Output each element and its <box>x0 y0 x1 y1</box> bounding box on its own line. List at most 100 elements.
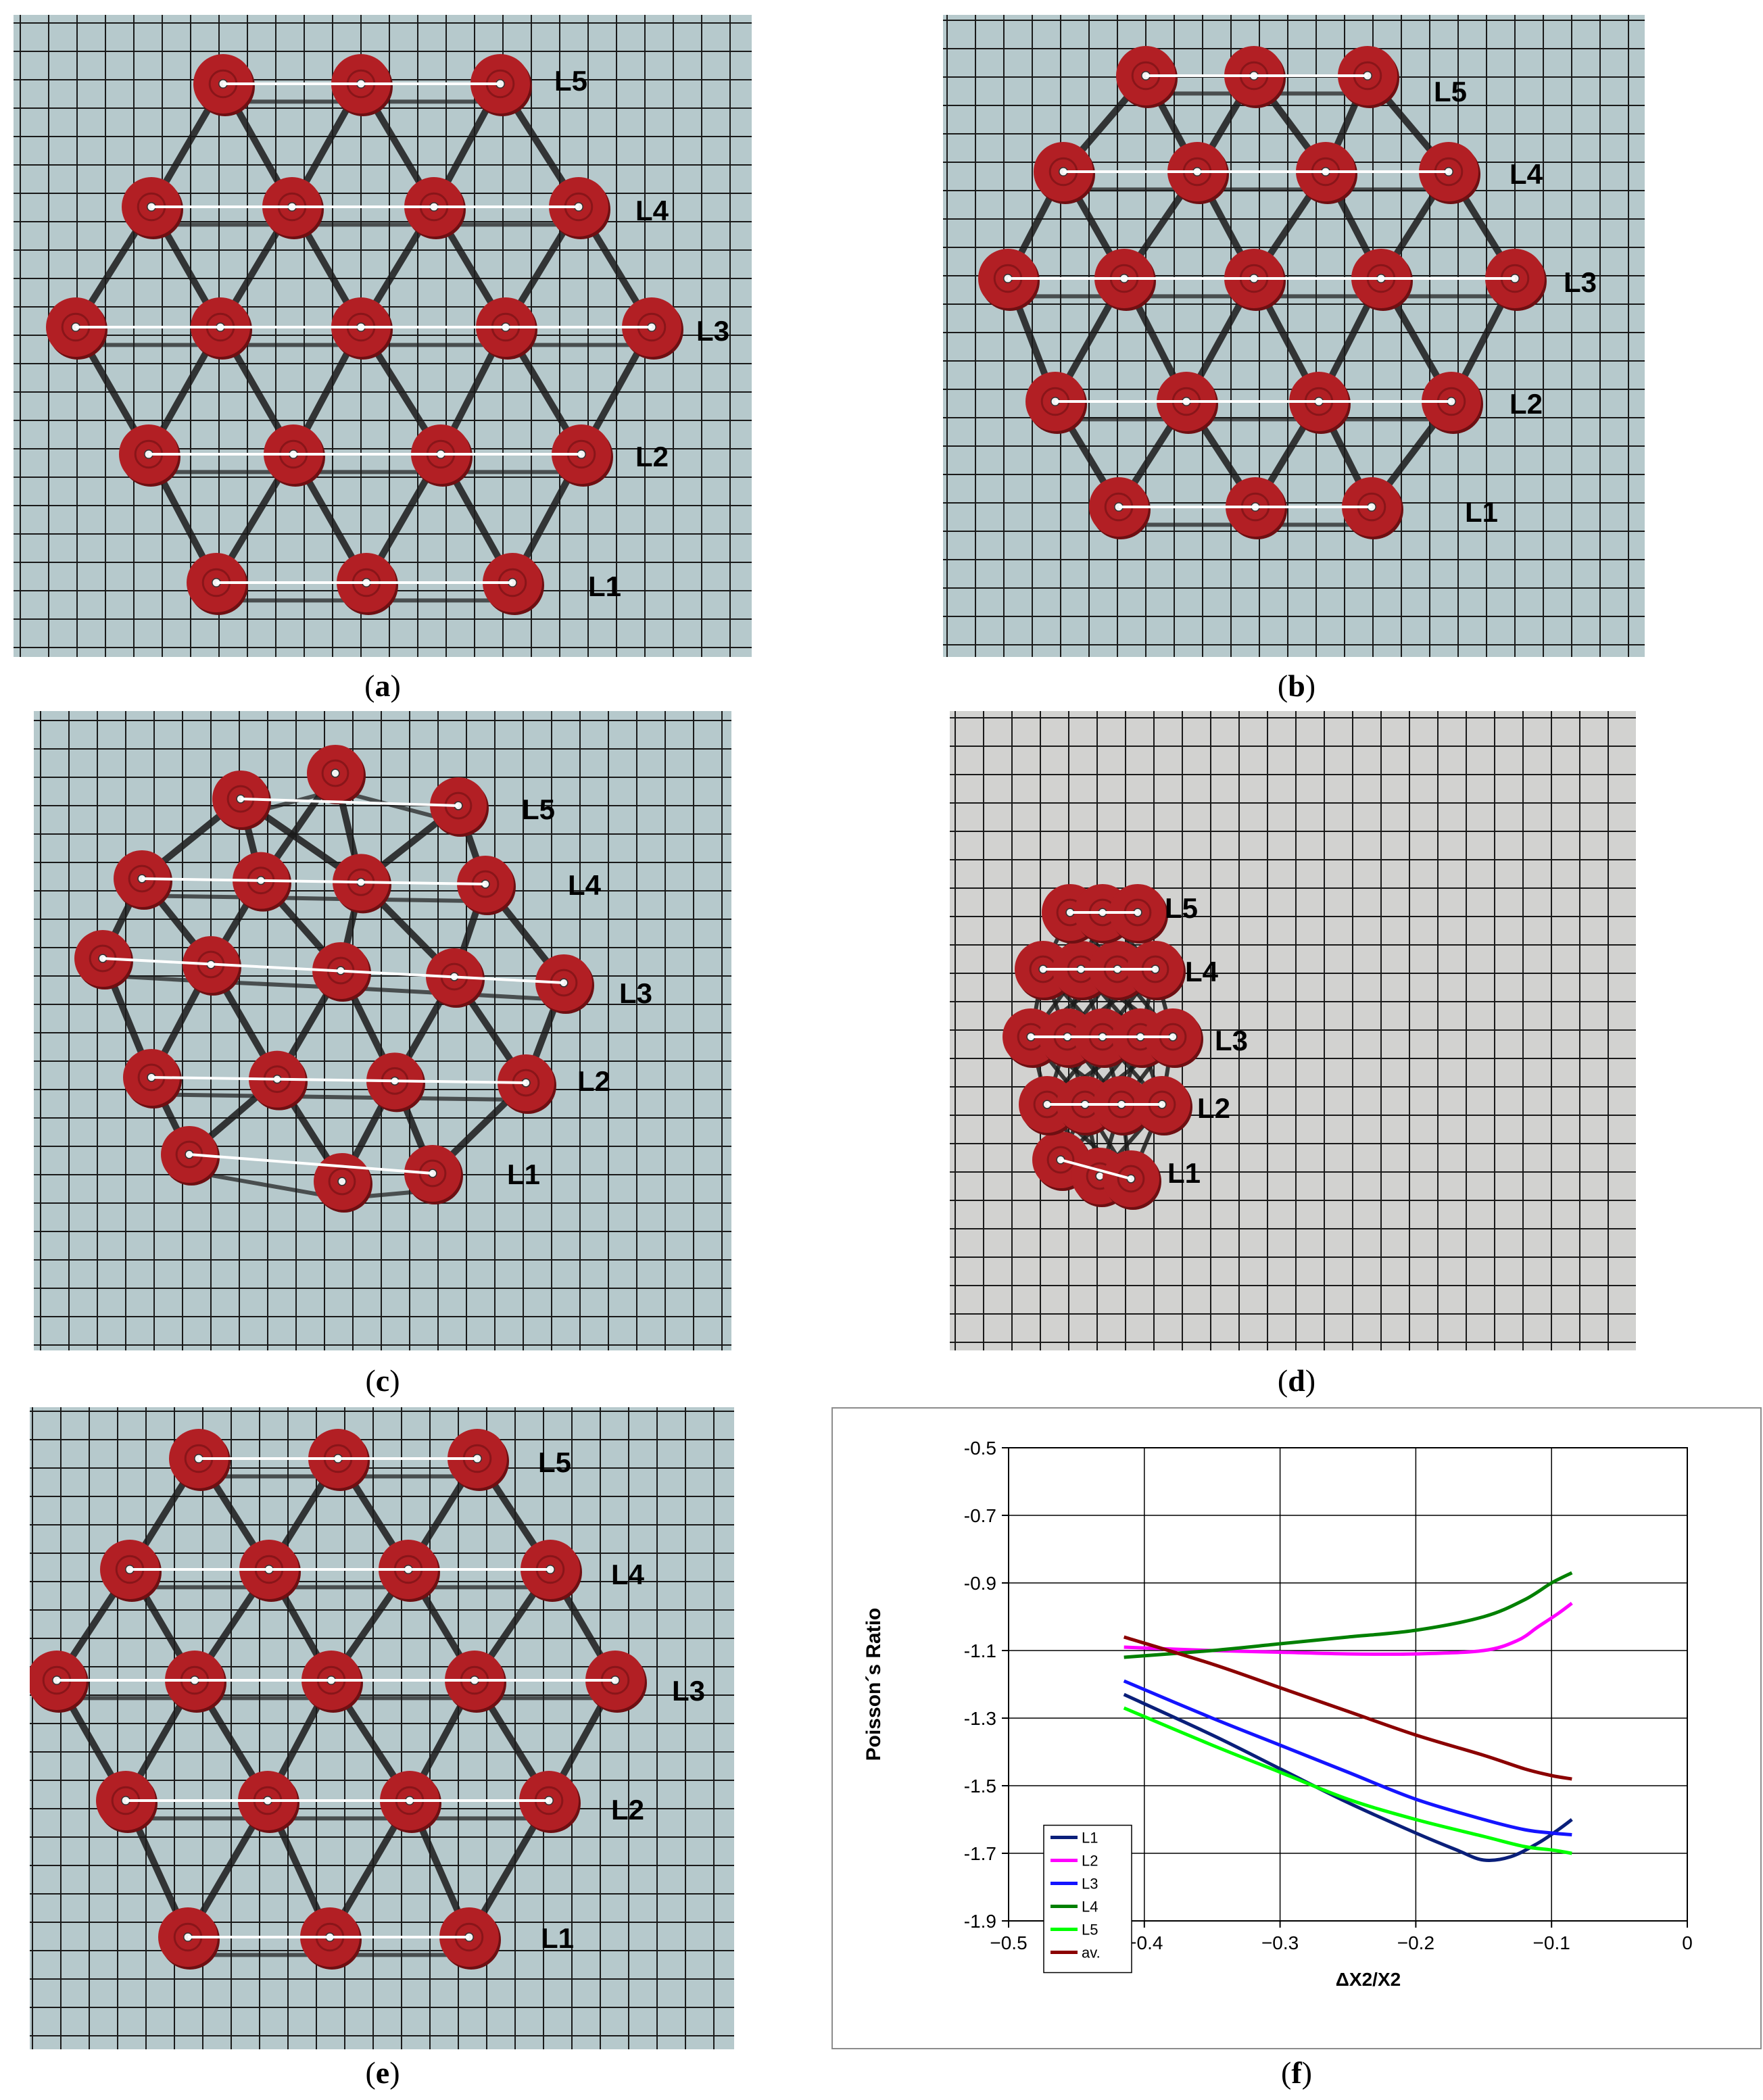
disc-row: L5 <box>1042 884 1198 944</box>
y-tick-label: -0.9 <box>964 1573 996 1594</box>
measure-line <box>189 1153 433 1175</box>
disc-row: L1 <box>1032 1131 1201 1210</box>
disc-row: L5 <box>193 54 587 116</box>
disc-row: L3 <box>46 297 729 360</box>
red-disc <box>1144 1008 1203 1068</box>
row-label: L1 <box>507 1158 540 1190</box>
row-label: L1 <box>541 1922 574 1954</box>
red-disc <box>411 424 473 487</box>
board-background <box>943 15 1645 657</box>
legend-label: L2 <box>1082 1853 1098 1870</box>
row-label: L1 <box>588 570 621 602</box>
disc-row: L3 <box>978 249 1597 311</box>
row-label: L5 <box>1165 892 1198 924</box>
series-line-l4 <box>1124 1571 1573 1659</box>
photo-panel-b: L1 L2 L3 L4 L5 <box>943 15 1645 657</box>
red-disc <box>1089 477 1151 539</box>
disc-row: L2 <box>1025 372 1543 434</box>
row-label: L2 <box>1510 388 1543 420</box>
red-disc <box>430 777 489 837</box>
y-tick-label: -1.3 <box>964 1708 996 1729</box>
legend: L1 L2 L3 L4 L5 av. <box>1043 1824 1132 1974</box>
measure-line <box>151 1076 527 1084</box>
measure-line <box>1060 1158 1132 1180</box>
lattice-photo-b: L1 L2 L3 L4 L5 <box>943 15 1645 657</box>
caption-b: (b) <box>1277 668 1316 703</box>
poisson-ratio-chart: −0.5 −0.4 −0.3 −0.2 −0.1 0-0.5-0.7-0.9-1.1-1.… <box>863 1438 1693 1990</box>
red-disc <box>314 1153 372 1213</box>
x-tick-label: −0.3 <box>1261 1932 1299 1953</box>
caption-d: (d) <box>1277 1363 1316 1398</box>
legend-label: L5 <box>1082 1922 1098 1938</box>
disc-row: L1 <box>161 1126 540 1213</box>
disc-row: L1 <box>158 1907 574 1970</box>
row-label: L3 <box>696 315 729 347</box>
measure-line <box>240 798 459 807</box>
red-disc <box>448 1429 509 1491</box>
series-line-l2 <box>1124 1601 1573 1656</box>
row-label: L4 <box>611 1559 645 1590</box>
row-label: L1 <box>1465 496 1498 528</box>
caption-a: (a) <box>364 668 401 703</box>
row-label: L5 <box>554 65 587 97</box>
photo-panel-d: L1 L2 L3 L4 L5 <box>950 711 1636 1350</box>
lattice-photo-d: L1 L2 L3 L4 L5 <box>950 711 1636 1350</box>
red-disc <box>483 553 544 615</box>
row-label: L2 <box>1197 1092 1230 1124</box>
disc-row: L4 <box>100 1540 645 1602</box>
disc-row: L2 <box>119 424 669 487</box>
disc-row: L3 <box>74 930 652 1014</box>
legend-label: L4 <box>1082 1899 1098 1915</box>
disc-row: L4 <box>1015 941 1219 1000</box>
grid-lines <box>1008 1447 1688 1922</box>
row-label: L2 <box>635 441 669 472</box>
row-label: L4 <box>1510 158 1543 190</box>
series-line-av <box>1123 1635 1572 1781</box>
disc-row: L4 <box>1034 142 1543 204</box>
chart-frame: −0.5 −0.4 −0.3 −0.2 −0.1 0 -0.5 -0.7 -0.9 -1.1 -1.… <box>831 1407 1762 2049</box>
y-tick-label: -1.5 <box>964 1776 996 1797</box>
disc-row: L2 <box>123 1049 610 1114</box>
caption-e: (e) <box>365 2055 400 2090</box>
caption-c: (c) <box>365 1363 400 1398</box>
red-disc <box>379 1540 440 1602</box>
row-label: L3 <box>619 977 652 1009</box>
row-label: L5 <box>522 793 555 825</box>
row-label: L4 <box>1185 956 1219 987</box>
photo-panel-e: L1 L2 L3 L4 L5 <box>30 1407 734 2049</box>
row-label: L2 <box>577 1065 610 1097</box>
x-tick-label: 0 <box>1682 1932 1693 1953</box>
series-line-l5 <box>1123 1706 1572 1855</box>
x-tick-label: −0.1 <box>1533 1932 1570 1953</box>
disc-row: L3 <box>1003 1008 1248 1068</box>
y-tick-label: -0.5 <box>964 1438 996 1459</box>
row-label: L2 <box>611 1794 644 1826</box>
row-label: L4 <box>568 869 602 901</box>
board-background <box>30 1407 734 2049</box>
red-disc <box>1109 884 1168 944</box>
row-label: L3 <box>672 1675 705 1707</box>
series-line-l3 <box>1123 1679 1572 1836</box>
disc-row: L5 <box>1116 46 1467 108</box>
lattice-photo-a: L1 L2 L3 L4 L5 <box>14 15 752 657</box>
legend-label: av. <box>1082 1945 1101 1961</box>
disc-row: L4 <box>122 177 669 239</box>
board-background <box>34 711 731 1350</box>
row-label: L3 <box>1564 266 1597 298</box>
series-line-l1 <box>1123 1692 1573 1863</box>
grid <box>943 15 1645 657</box>
x-tick-label: −0.2 <box>1397 1932 1434 1953</box>
lattice-photo-e: L1 L2 L3 L4 L5 <box>30 1407 734 2049</box>
measure-line <box>141 877 486 885</box>
y-tick-label: -1.7 <box>964 1843 996 1864</box>
y-tick-label: -1.9 <box>964 1911 996 1932</box>
x-axis-label: ΔX2/X2 <box>1336 1969 1401 1990</box>
red-disc <box>457 856 516 915</box>
red-disc <box>307 745 366 804</box>
measure-line <box>102 957 564 984</box>
grid <box>950 711 1636 1350</box>
x-tick-label: −0.5 <box>990 1932 1027 1953</box>
disc-row: L1 <box>1089 477 1498 539</box>
lattice-photo-c: L1 L2 L3 L4 L5 <box>34 711 731 1350</box>
red-disc <box>445 1651 506 1713</box>
